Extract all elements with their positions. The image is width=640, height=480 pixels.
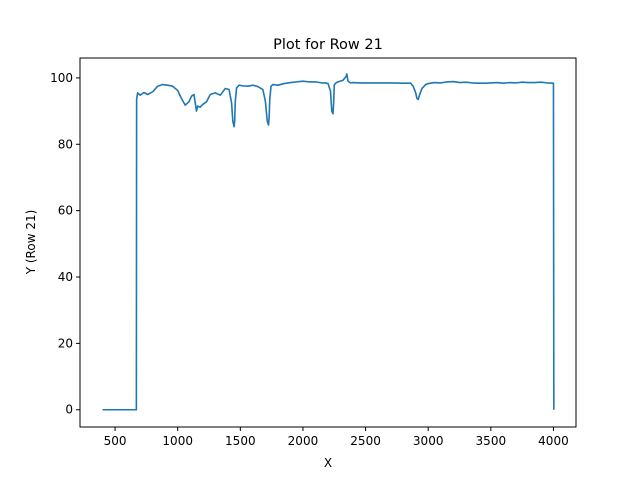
x-axis-label: X xyxy=(324,456,332,470)
y-tick-label: 80 xyxy=(58,137,73,151)
x-tick-label: 2000 xyxy=(288,434,319,448)
plot-area xyxy=(102,73,555,411)
y-tick-label: 0 xyxy=(65,403,73,417)
x-tick-label: 3000 xyxy=(413,434,444,448)
x-tick-label: 1000 xyxy=(162,434,193,448)
y-tick-label: 100 xyxy=(50,71,73,85)
x-tick-label: 3500 xyxy=(476,434,507,448)
y-tick-label: 40 xyxy=(58,270,73,284)
y-axis-label: Y (Row 21) xyxy=(24,210,38,276)
y-tick-label: 60 xyxy=(58,204,73,218)
axes-frame xyxy=(79,57,577,428)
x-axis: 500 1000 1500 2000 2500 3000 3500 4000 xyxy=(104,427,569,448)
x-tick-label: 4000 xyxy=(538,434,569,448)
x-tick-label: 2500 xyxy=(350,434,381,448)
chart-title: Plot for Row 21 xyxy=(273,37,383,53)
series-line xyxy=(102,73,555,411)
y-tick-label: 20 xyxy=(58,336,73,350)
x-tick-label: 1500 xyxy=(225,434,256,448)
y-axis: 0 20 40 60 80 100 xyxy=(50,71,80,417)
x-tick-label: 500 xyxy=(104,434,127,448)
